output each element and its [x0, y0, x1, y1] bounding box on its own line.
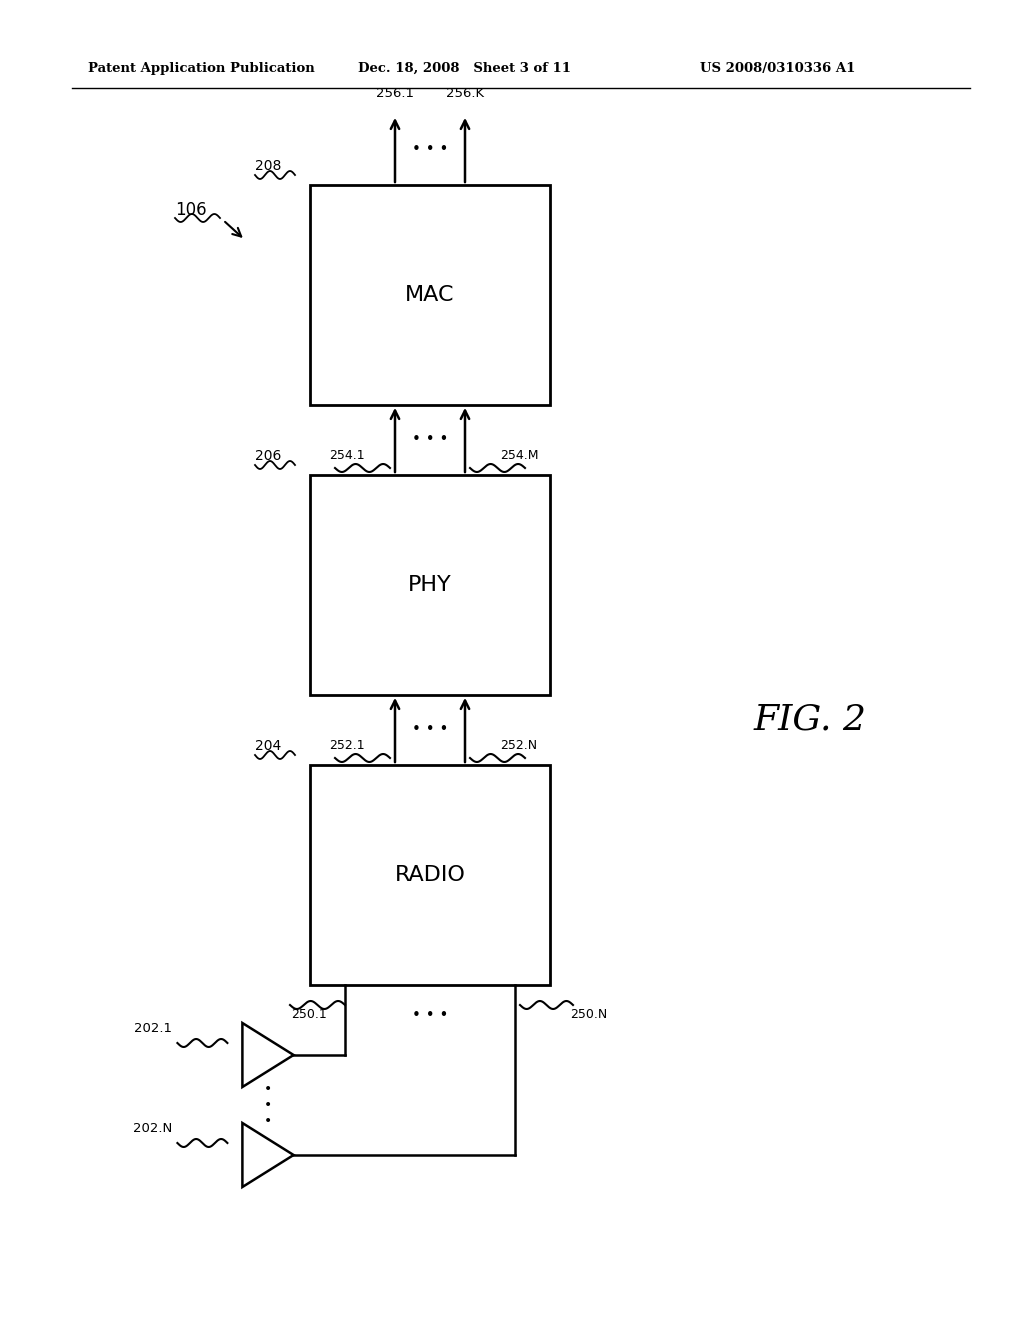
Text: Dec. 18, 2008   Sheet 3 of 11: Dec. 18, 2008 Sheet 3 of 11	[358, 62, 571, 75]
Text: 254.M: 254.M	[500, 449, 539, 462]
Bar	[310, 185, 550, 405]
Text: 206: 206	[255, 449, 282, 463]
Text: 250.N: 250.N	[570, 1008, 607, 1020]
Text: 208: 208	[255, 158, 282, 173]
Text: Patent Application Publication: Patent Application Publication	[88, 62, 314, 75]
Text: 256.1: 256.1	[376, 87, 414, 100]
Text: •
•
•: • • •	[264, 1082, 272, 1129]
Text: US 2008/0310336 A1: US 2008/0310336 A1	[700, 62, 855, 75]
Text: RADIO: RADIO	[394, 865, 466, 884]
Text: 106: 106	[175, 201, 207, 219]
Text: PHY: PHY	[409, 576, 452, 595]
Bar	[310, 475, 550, 696]
Bar	[310, 766, 550, 985]
Text: 252.N: 252.N	[500, 739, 538, 752]
Text: • • •: • • •	[412, 433, 449, 447]
Text: 204: 204	[255, 739, 282, 752]
Text: 202.1: 202.1	[134, 1022, 172, 1035]
Text: 254.1: 254.1	[330, 449, 365, 462]
Text: 250.1: 250.1	[291, 1008, 327, 1020]
Text: • • •: • • •	[412, 1007, 449, 1023]
Text: • • •: • • •	[412, 722, 449, 738]
Text: 256.K: 256.K	[445, 87, 484, 100]
Text: • • •: • • •	[412, 143, 449, 157]
Text: FIG. 2: FIG. 2	[754, 704, 866, 737]
Text: 252.1: 252.1	[330, 739, 365, 752]
Text: 202.N: 202.N	[133, 1122, 172, 1135]
Text: MAC: MAC	[406, 285, 455, 305]
